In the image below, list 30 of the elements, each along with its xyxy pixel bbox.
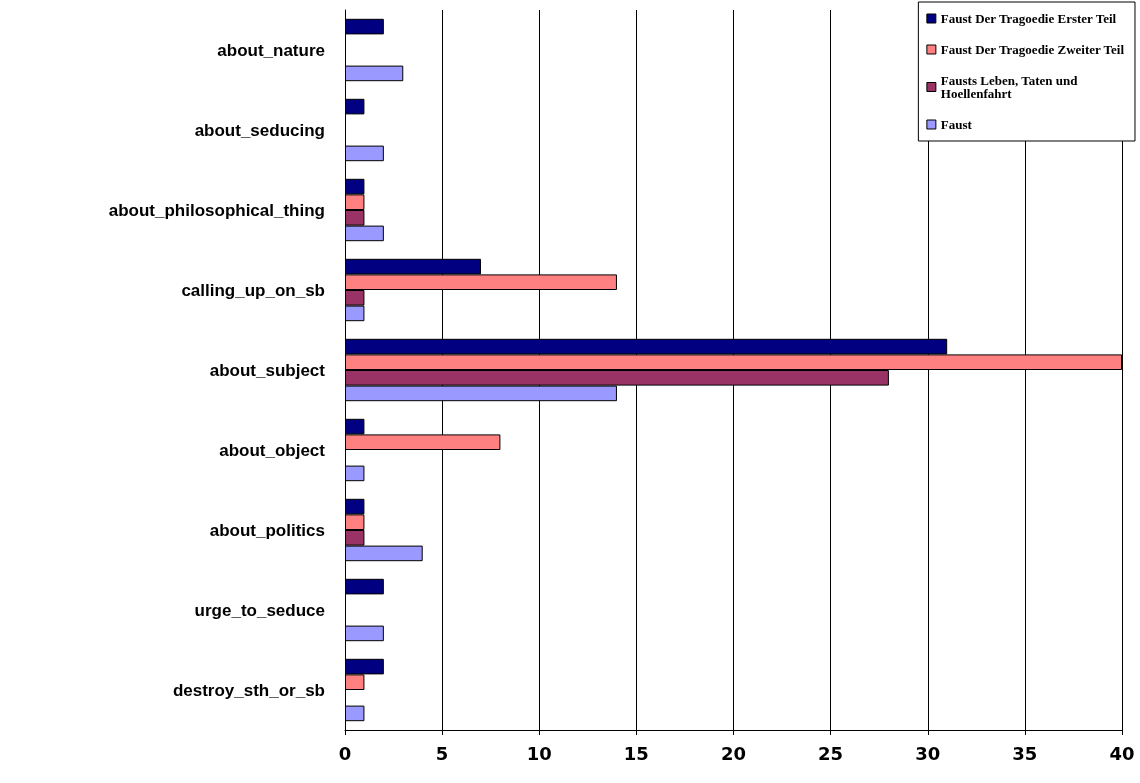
y-tick-label: urge_to_seduce bbox=[194, 600, 325, 620]
x-tick-label: 0 bbox=[338, 742, 352, 764]
x-tick-label: 15 bbox=[623, 742, 649, 764]
bar bbox=[345, 18, 384, 35]
x-tick-label: 40 bbox=[1109, 742, 1135, 764]
x-tick-label: 10 bbox=[526, 742, 552, 764]
bar bbox=[345, 625, 384, 642]
x-tick-label: 30 bbox=[915, 742, 941, 764]
y-tick-label: about_nature bbox=[217, 40, 325, 60]
x-tick-label: 5 bbox=[435, 742, 449, 764]
x-tick-label: 25 bbox=[818, 742, 844, 764]
y-tick-label: about_subject bbox=[209, 360, 326, 380]
bar bbox=[345, 98, 365, 115]
legend-label: Fausts Leben, Taten und Hoellenfahrt bbox=[940, 73, 1081, 101]
y-tick-label: about_object bbox=[219, 440, 326, 460]
bar bbox=[345, 465, 365, 482]
bar bbox=[345, 145, 384, 162]
bar bbox=[345, 705, 365, 722]
bar bbox=[345, 65, 404, 82]
y-tick-label: about_philosophical_thing bbox=[108, 200, 325, 220]
x-tick-label: 35 bbox=[1012, 742, 1038, 764]
legend-label: Faust bbox=[940, 117, 973, 132]
y-tick-label: calling_up_on_sb bbox=[181, 280, 325, 300]
y-tick-label: about_politics bbox=[209, 520, 325, 540]
y-tick-label: about_seducing bbox=[194, 120, 325, 140]
y-tick-label: destroy_sth_or_sb bbox=[172, 680, 325, 700]
bar bbox=[345, 578, 384, 595]
legend-label: Faust Der Tragoedie Erster Teil bbox=[940, 11, 1117, 26]
legend-label: Faust Der Tragoedie Zweiter Teil bbox=[940, 42, 1125, 57]
x-tick-label: 20 bbox=[720, 742, 747, 764]
